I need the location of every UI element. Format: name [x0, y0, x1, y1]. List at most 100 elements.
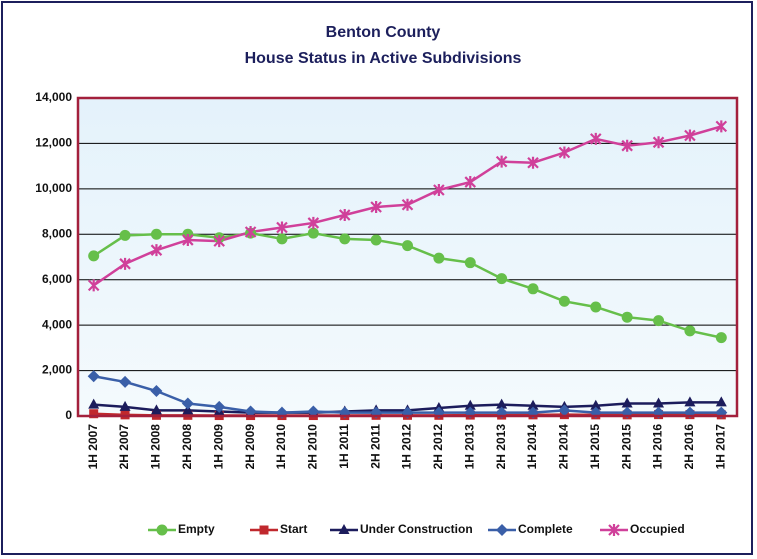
- marker: [496, 398, 508, 409]
- x-tick-label: 1H 2016: [651, 424, 665, 470]
- marker: [87, 370, 100, 383]
- marker: [119, 400, 131, 411]
- marker: [558, 295, 570, 307]
- marker: [715, 332, 727, 344]
- marker: [89, 409, 99, 419]
- x-tick-label: 1H 2011: [337, 424, 351, 469]
- x-tick-label: 2H 2016: [682, 424, 696, 470]
- marker: [684, 129, 696, 142]
- x-tick-label: 2H 2012: [431, 424, 445, 470]
- marker: [119, 375, 132, 388]
- x-tick-label: 1H 2009: [211, 424, 225, 470]
- marker: [652, 136, 665, 149]
- marker: [527, 156, 539, 169]
- marker: [338, 524, 350, 534]
- marker: [87, 279, 100, 292]
- marker: [621, 139, 633, 152]
- marker: [653, 397, 665, 408]
- marker: [88, 250, 100, 262]
- legend-label: Under Construction: [360, 522, 473, 536]
- x-tick-label: 1H 2007: [86, 424, 100, 470]
- marker: [213, 400, 226, 413]
- y-tick-label: 14,000: [35, 90, 72, 104]
- y-tick-label: 6,000: [42, 272, 72, 286]
- x-tick-label: 2H 2015: [619, 424, 633, 470]
- marker: [307, 405, 320, 418]
- marker: [88, 398, 100, 409]
- marker: [307, 216, 320, 229]
- x-tick-label: 2H 2009: [243, 424, 257, 470]
- y-tick-label: 0: [65, 408, 72, 422]
- marker: [150, 244, 163, 257]
- marker: [621, 311, 633, 323]
- x-tick-label: 2H 2014: [557, 424, 571, 470]
- marker: [182, 233, 194, 246]
- marker: [276, 221, 288, 234]
- marker: [684, 325, 696, 337]
- marker: [590, 132, 602, 145]
- y-tick-label: 4,000: [42, 317, 72, 331]
- marker: [276, 233, 288, 245]
- legend-label: Empty: [178, 522, 215, 536]
- marker: [156, 524, 168, 536]
- x-tick-label: 1H 2013: [462, 424, 476, 470]
- marker: [307, 227, 319, 239]
- plot-border: [76, 96, 739, 418]
- marker: [402, 240, 413, 252]
- x-tick-label: 1H 2008: [149, 424, 163, 470]
- marker: [119, 257, 131, 270]
- x-tick-label: 2H 2008: [180, 424, 194, 470]
- x-tick-label: 1H 2010: [274, 424, 288, 470]
- chart-title: Benton County: [326, 24, 441, 41]
- marker: [496, 273, 508, 285]
- marker: [370, 234, 382, 246]
- marker: [464, 399, 476, 410]
- marker: [715, 120, 728, 133]
- marker: [150, 385, 163, 398]
- marker: [496, 524, 508, 536]
- marker: [653, 315, 665, 327]
- marker: [244, 226, 257, 239]
- x-tick-label: 1H 2014: [525, 424, 539, 470]
- marker: [259, 525, 269, 535]
- marker: [590, 399, 602, 410]
- x-tick-label: 1H 2015: [588, 424, 602, 470]
- marker: [181, 397, 194, 410]
- marker: [608, 524, 620, 536]
- marker: [119, 229, 131, 241]
- marker: [401, 198, 414, 211]
- marker: [213, 235, 225, 248]
- marker: [244, 405, 257, 418]
- marker: [464, 176, 477, 189]
- marker: [150, 228, 162, 240]
- marker: [715, 396, 727, 407]
- legend-label: Occupied: [630, 522, 685, 536]
- marker: [150, 404, 162, 415]
- legend-label: Complete: [518, 522, 573, 536]
- x-tick-label: 2H 2013: [494, 424, 508, 470]
- x-tick-label: 2H 2011: [368, 424, 382, 469]
- x-tick-label: 1H 2012: [400, 424, 414, 470]
- marker: [590, 301, 602, 313]
- marker: [558, 404, 571, 417]
- y-tick-label: 2,000: [42, 363, 72, 377]
- marker: [433, 183, 445, 196]
- marker: [527, 283, 539, 295]
- x-tick-label: 2H 2007: [117, 424, 131, 470]
- marker: [527, 399, 539, 410]
- y-tick-label: 10,000: [35, 181, 72, 195]
- marker: [495, 155, 508, 168]
- marker: [339, 233, 351, 245]
- legend-label: Start: [280, 522, 307, 536]
- x-tick-label: 2H 2010: [306, 424, 320, 470]
- marker: [621, 397, 633, 408]
- marker: [558, 146, 571, 159]
- x-tick-label: 1H 2017: [713, 424, 727, 470]
- y-tick-label: 12,000: [35, 136, 72, 150]
- marker: [464, 257, 476, 269]
- marker: [370, 201, 382, 214]
- y-tick-label: 8,000: [42, 226, 72, 240]
- chart-subtitle: House Status in Active Subdivisions: [245, 50, 522, 67]
- marker: [684, 396, 696, 407]
